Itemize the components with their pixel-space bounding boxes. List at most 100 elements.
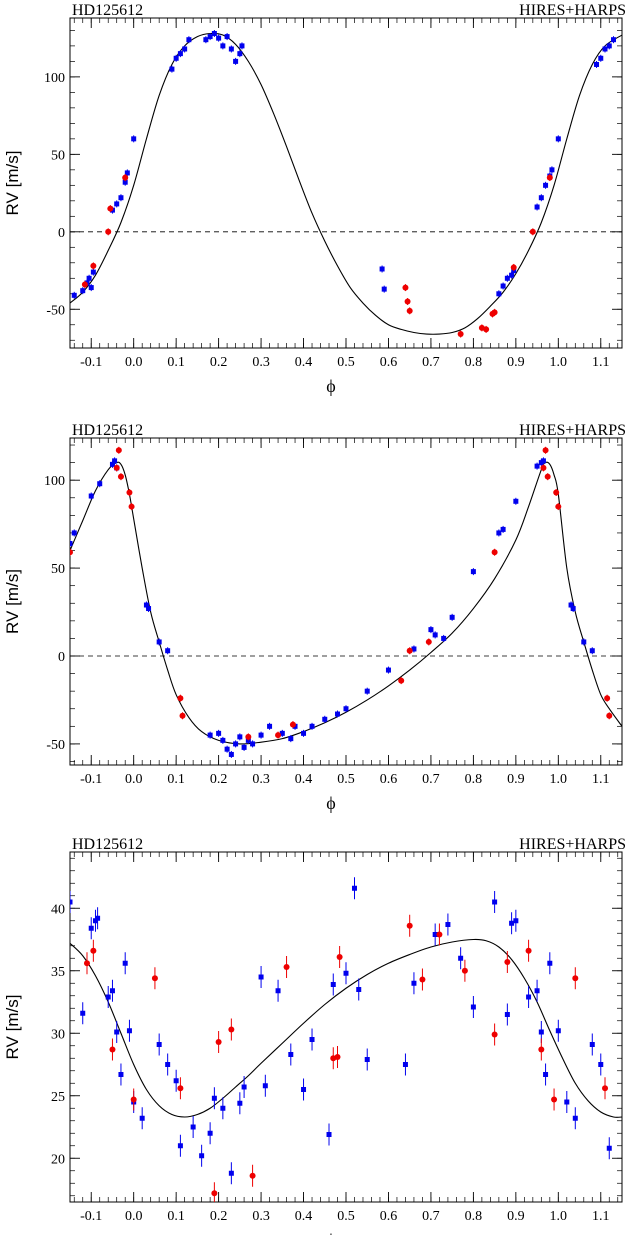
data-point <box>126 489 133 496</box>
data-point <box>598 55 604 61</box>
data-point <box>483 326 490 333</box>
data-point <box>351 885 357 891</box>
data-point <box>81 281 88 288</box>
data-point <box>122 179 128 185</box>
panel-title-left: HD125612 <box>72 836 143 853</box>
data-point <box>105 228 112 235</box>
x-tick-label: 1.0 <box>550 355 568 370</box>
data-point <box>228 46 234 52</box>
data-point <box>275 732 282 739</box>
data-point <box>207 34 213 40</box>
data-point <box>496 530 502 536</box>
data-point <box>80 1010 86 1016</box>
data-point <box>275 988 281 994</box>
data-point <box>492 899 498 905</box>
data-point <box>334 1054 341 1060</box>
data-point <box>224 746 230 752</box>
data-point <box>113 464 120 471</box>
x-tick-label: 0.7 <box>422 1209 440 1224</box>
data-point <box>177 51 183 57</box>
data-point <box>526 994 532 1000</box>
data-point <box>239 43 245 49</box>
x-tick-label: 0.6 <box>380 772 398 787</box>
data-point <box>71 530 77 536</box>
data-point <box>549 167 555 173</box>
data-point <box>491 309 498 316</box>
data-point <box>250 741 256 747</box>
data-point <box>572 1115 578 1121</box>
plot-frame <box>69 437 623 766</box>
data-point <box>173 1078 179 1084</box>
data-point <box>288 1052 294 1057</box>
data-point <box>190 1124 196 1130</box>
data-point <box>594 61 600 67</box>
data-point <box>406 307 413 314</box>
y-tick-label: 0 <box>58 650 65 665</box>
data-point <box>513 498 519 504</box>
data-point <box>343 706 349 712</box>
data-point <box>71 292 77 298</box>
data-point <box>309 723 315 729</box>
x-tick-label: 1.1 <box>592 355 610 370</box>
data-point <box>551 1096 558 1103</box>
y-tick-label: 35 <box>51 965 65 980</box>
data-point <box>525 947 532 954</box>
data-point <box>70 540 73 546</box>
y-tick-label: 50 <box>51 148 65 163</box>
x-tick-label: 0.5 <box>337 355 355 370</box>
x-tick-label: 0.5 <box>337 772 355 787</box>
data-point <box>568 602 574 608</box>
data-point <box>258 732 264 738</box>
panel-title-left: HD125612 <box>72 2 143 19</box>
data-point <box>441 635 447 641</box>
data-point <box>491 1031 498 1038</box>
data-point <box>156 639 162 645</box>
x-tick-label: 0.4 <box>295 1209 313 1224</box>
data-point <box>461 967 468 974</box>
data-point <box>540 464 547 471</box>
data-point <box>356 987 362 992</box>
data-point <box>534 988 540 994</box>
x-tick-label: 0.1 <box>167 355 185 370</box>
data-point <box>402 284 409 291</box>
data-point <box>457 331 464 338</box>
x-axis-label: ϕ <box>326 793 335 813</box>
y-tick-label: 30 <box>51 1027 65 1042</box>
data-point <box>546 174 553 181</box>
y-axis-label: RV [m/s] <box>3 569 22 634</box>
data-point <box>182 46 188 52</box>
panel-title-left: HD125612 <box>72 422 143 439</box>
data-point <box>428 627 434 633</box>
data-point <box>581 639 587 645</box>
x-tick-label: 0.2 <box>210 1209 228 1224</box>
data-point <box>173 55 179 61</box>
data-point <box>237 1100 243 1106</box>
x-tick-label: 0.4 <box>295 355 313 370</box>
x-tick-label: -0.1 <box>80 1209 102 1224</box>
series-1 <box>70 877 612 1185</box>
x-tick-label: 0.4 <box>295 772 313 787</box>
y-tick-label: 100 <box>44 71 65 86</box>
x-tick-label: 0.7 <box>422 772 440 787</box>
data-point <box>529 228 536 235</box>
data-point <box>547 960 553 966</box>
data-point <box>245 737 251 743</box>
data-point <box>107 205 114 212</box>
x-tick-label: 1.1 <box>592 772 610 787</box>
y-tick-label: 40 <box>51 902 65 917</box>
data-point <box>177 1085 184 1092</box>
y-tick-label: 50 <box>51 562 65 577</box>
data-point <box>109 1046 116 1053</box>
x-tick-label: 1.0 <box>550 1209 568 1224</box>
data-point <box>228 1026 235 1033</box>
data-point <box>470 569 476 575</box>
y-tick-label: 0 <box>58 226 65 241</box>
data-point <box>228 1170 234 1176</box>
data-point <box>220 43 226 49</box>
chart-panel-1: -0.1 0.0 0.1 0.2 0.3 0.4 0.5 0.6 0.7 0.8 0.9 1.0 1.1… <box>3 2 626 396</box>
series-2 <box>83 914 609 1202</box>
chart-panel-2: -0.1 0.0 0.1 0.2 0.3 0.4 0.5 0.6 0.7 0.8 0.9 1.0 1.1… <box>3 422 626 813</box>
x-tick-label: 0.8 <box>465 355 483 370</box>
x-tick-label: 1.1 <box>592 1209 610 1224</box>
data-point <box>224 34 230 40</box>
